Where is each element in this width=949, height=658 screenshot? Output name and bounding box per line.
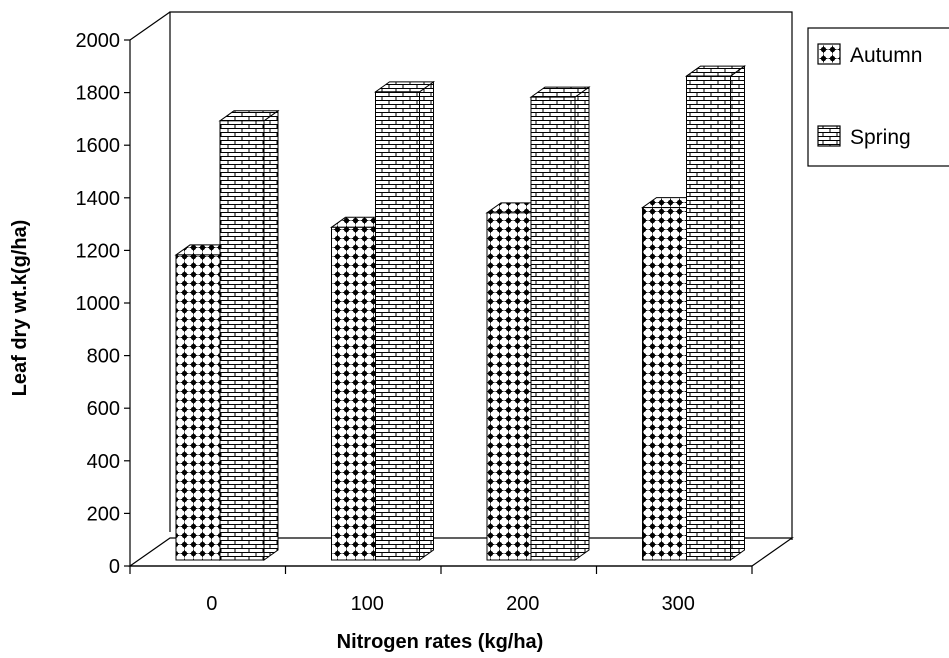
bar-group xyxy=(174,65,747,561)
y-tick-group: 0 200 400 600 800 1000 1200 1400 1600 1800 2000 xyxy=(76,30,130,578)
bar-front-face xyxy=(331,226,376,561)
back-wall-outline xyxy=(169,11,793,540)
y-axis-title: Leaf dry wt.k(g/ha) xyxy=(9,220,31,397)
bar-spring-300 xyxy=(684,65,747,561)
bar-front-face xyxy=(530,96,576,561)
legend: Autumn Spring xyxy=(807,27,949,167)
x-axis-title: Nitrogen rates (kg/ha) xyxy=(337,631,544,653)
bar-front-face xyxy=(219,120,265,561)
legend-swatch-autumn xyxy=(817,43,841,65)
bar-front-face xyxy=(175,254,221,561)
y-tick-label: 1200 xyxy=(76,240,121,262)
y-tick-label: 1000 xyxy=(76,293,121,315)
bar-spring-0 xyxy=(218,109,280,561)
bar-side-face xyxy=(419,80,434,561)
x-tick-label: 200 xyxy=(506,593,539,615)
x-axis: 0 100 200 300 xyxy=(129,565,753,615)
y-axis: 0 200 400 600 800 1000 1200 1400 1600 1800 2000 xyxy=(76,30,131,578)
bar-side-face xyxy=(574,86,590,561)
bar-spring-100 xyxy=(373,80,436,561)
legend-swatch-spring xyxy=(817,125,841,147)
bar-front-face xyxy=(686,75,731,561)
y-tick-label: 1600 xyxy=(76,135,121,157)
y-tick-label: 400 xyxy=(87,451,120,473)
bar-front-face xyxy=(375,91,420,561)
bar-spring-200 xyxy=(529,86,591,561)
y-tick-label: 200 xyxy=(87,503,120,525)
left-wall-top-edge xyxy=(129,11,171,41)
x-tick-label: 0 xyxy=(206,593,217,615)
y-tick-label: 1800 xyxy=(76,83,121,105)
legend-label-autumn: Autumn xyxy=(850,44,922,67)
x-tick-group: 0 100 200 300 xyxy=(129,566,753,615)
bar-front-face xyxy=(486,212,532,561)
y-tick-label: 800 xyxy=(87,346,120,368)
y-tick-label: 1400 xyxy=(76,188,121,210)
x-tick-label: 100 xyxy=(351,593,384,615)
y-tick-label: 2000 xyxy=(76,30,121,52)
y-tick-label: 600 xyxy=(87,398,120,420)
bar-side-face xyxy=(263,109,279,561)
legend-label-spring: Spring xyxy=(850,126,911,149)
bar-side-face xyxy=(730,65,745,561)
x-tick-label: 300 xyxy=(662,593,695,615)
y-tick-label: 0 xyxy=(109,556,120,578)
bar-front-face xyxy=(642,207,687,561)
